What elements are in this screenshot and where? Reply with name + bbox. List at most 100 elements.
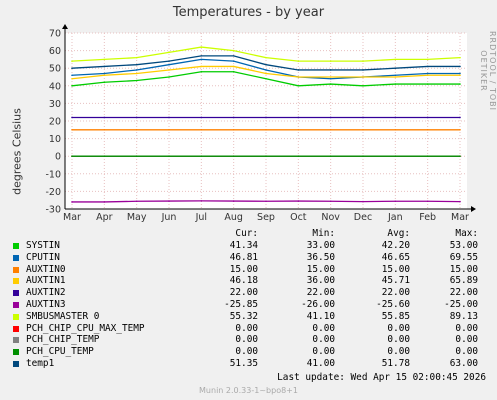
- data-point: [297, 60, 300, 62]
- legend-series-name: PCH_CPU_TEMP: [26, 346, 94, 358]
- data-point: [329, 155, 332, 157]
- data-point: [200, 55, 203, 57]
- legend-series-name: PCH_CHIP_TEMP: [26, 334, 100, 346]
- legend-series-name: AUXTIN1: [26, 275, 66, 287]
- legend-avg-value: 51.78: [381, 358, 410, 369]
- data-point: [426, 155, 429, 157]
- legend-max-value: 53.00: [449, 240, 478, 251]
- data-point: [265, 155, 267, 157]
- legend-row: AUXTIN2 22.00 22.00 22.00 22.00: [0, 287, 497, 299]
- legend-swatch: [13, 243, 19, 249]
- data-point: [135, 155, 138, 157]
- legend-swatch: [13, 349, 19, 356]
- data-point: [297, 155, 300, 157]
- legend-max-value: 0.00: [455, 334, 478, 346]
- legend-series-name: temp1: [26, 358, 55, 369]
- axes: -30 -20 -10 0 10 20 30 40 50 60 70 Mar Apr May Jun Jul A…: [45, 24, 476, 223]
- data-point: [135, 116, 138, 119]
- legend-cur-value: 0.00: [235, 322, 258, 334]
- legend-swatch: [13, 266, 19, 273]
- data-point: [329, 60, 332, 62]
- y-tick-label: -30: [45, 205, 61, 216]
- data-point: [168, 116, 170, 119]
- data-point: [232, 200, 235, 202]
- data-point: [459, 65, 461, 68]
- data-point: [362, 129, 364, 131]
- legend-cur-value: 46.18: [229, 275, 258, 287]
- legend-row: SYSTIN 41.34 33.00 42.20 53.00: [0, 240, 497, 252]
- data-point: [426, 74, 429, 77]
- data-point: [329, 200, 332, 203]
- data-point: [362, 60, 364, 62]
- data-point: [329, 76, 332, 78]
- data-point: [135, 72, 138, 75]
- data-point: [426, 129, 429, 131]
- legend-max-value: 22.00: [449, 287, 478, 299]
- legend-max-value: 63.00: [449, 358, 478, 369]
- header-cur: Cur:: [235, 228, 258, 239]
- data-point: [200, 129, 203, 131]
- legend-max-value: -25.00: [444, 299, 478, 310]
- data-point: [103, 74, 106, 77]
- x-tick-label: Jan: [387, 212, 403, 223]
- legend-avg-value: 0.00: [387, 346, 410, 358]
- legend-row: CPUTIN 46.81 36.50 46.65 69.55: [0, 252, 497, 264]
- legend-avg-value: 55.85: [381, 310, 410, 322]
- legend-max-value: 89.13: [449, 310, 478, 322]
- data-point: [459, 116, 461, 119]
- data-point: [135, 56, 138, 59]
- data-point: [200, 70, 203, 73]
- data-point: [200, 65, 203, 68]
- data-point: [168, 129, 170, 131]
- data-point: [459, 74, 461, 77]
- data-point: [135, 63, 138, 66]
- legend-swatch: [13, 337, 19, 344]
- legend-swatch: [13, 290, 19, 297]
- data-point: [362, 155, 364, 157]
- x-tick-label: Nov: [321, 212, 340, 223]
- data-point: [168, 76, 170, 78]
- data-point: [459, 56, 461, 59]
- data-point: [168, 155, 170, 157]
- data-point: [200, 116, 203, 119]
- data-point: [329, 69, 332, 71]
- data-point: [394, 74, 397, 77]
- legend-cur-value: 41.34: [229, 240, 258, 251]
- data-point: [168, 63, 170, 66]
- x-tick-label: Mar: [451, 212, 469, 223]
- data-point: [232, 55, 235, 57]
- data-point: [459, 129, 461, 131]
- legend-cur-value: 0.00: [235, 346, 258, 358]
- legend-avg-value: 42.20: [381, 240, 410, 251]
- legend-avg-value: 0.00: [387, 322, 410, 334]
- legend-cur-value: 51.35: [229, 358, 258, 369]
- x-tick-label: Feb: [419, 212, 436, 223]
- y-tick-label: 0: [55, 152, 61, 163]
- data-point: [168, 51, 170, 54]
- legend-row: SMBUSMASTER 0 55.32 41.10 55.85 89.13: [0, 311, 497, 323]
- data-point: [329, 77, 332, 80]
- data-point: [426, 200, 429, 203]
- legend-max-value: 15.00: [449, 263, 478, 275]
- x-tick-label: Apr: [96, 212, 113, 223]
- legend-row: PCH_CPU_TEMP 0.00 0.00 0.00 0.00: [0, 346, 497, 358]
- y-tick-label: 70: [49, 29, 61, 40]
- legend-swatch: [13, 361, 19, 367]
- y-tick-label: -20: [45, 187, 61, 198]
- x-tick-label: Sep: [257, 212, 275, 223]
- legend-swatch: [13, 313, 19, 320]
- data-point: [459, 155, 461, 157]
- data-point: [103, 81, 106, 84]
- data-point: [297, 200, 300, 202]
- data-point: [232, 116, 235, 119]
- legend-avg-value: 22.00: [381, 287, 410, 299]
- legend-swatch: [13, 278, 19, 285]
- data-point: [200, 155, 203, 157]
- data-point: [297, 116, 300, 119]
- data-point: [168, 200, 170, 202]
- data-point: [71, 77, 73, 80]
- data-point: [232, 49, 235, 52]
- legend-swatch: [13, 325, 19, 332]
